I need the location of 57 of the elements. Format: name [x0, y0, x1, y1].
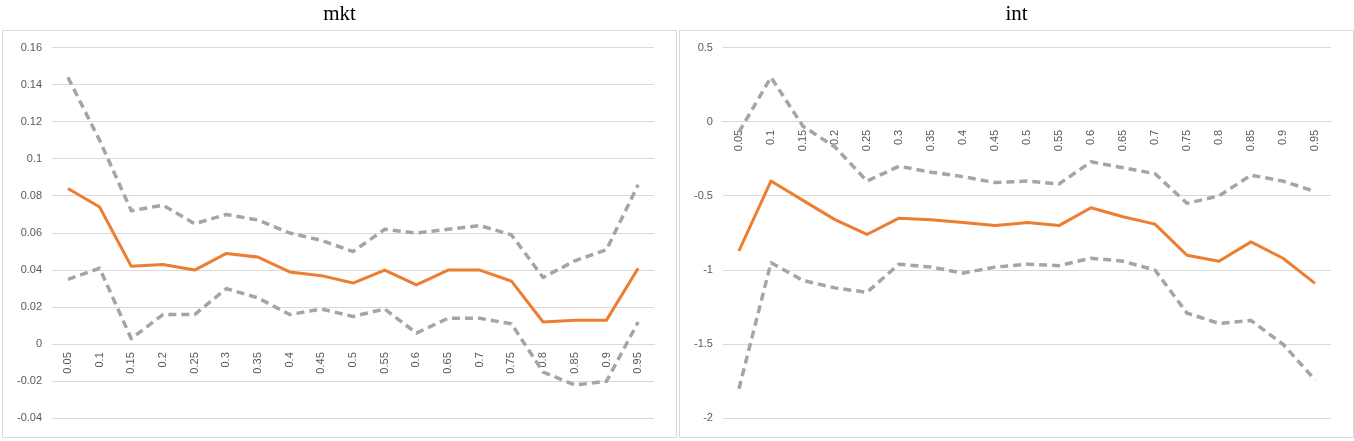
x-tick-label: 0.35	[924, 129, 936, 152]
y-tick-label: -0.02	[16, 374, 43, 387]
x-tick-label: 0.55	[377, 352, 390, 374]
y-tick-label: 0	[35, 337, 43, 350]
x-tick-label: 0.85	[567, 352, 580, 374]
y-tick-label: 0.08	[20, 188, 43, 201]
x-tick-label: 0.7	[472, 352, 485, 368]
x-tick-label: 0.1	[92, 352, 105, 368]
x-tick-label: 0.5	[1020, 129, 1033, 146]
x-tick-label: 0.45	[314, 352, 327, 374]
x-tick-label: 0.45	[988, 129, 1001, 152]
x-tick-label: 0.05	[731, 129, 744, 152]
x-tick-label: 0.6	[409, 352, 422, 368]
y-tick-label: -0.04	[16, 411, 43, 424]
x-tick-label: 0.9	[1276, 129, 1289, 146]
x-tick-label: 0.7	[1148, 129, 1161, 146]
y-tick-label: 0	[706, 114, 713, 127]
x-tick-label: 0.4	[282, 352, 295, 368]
y-tick-label: -0.5	[693, 188, 713, 201]
x-tick-label: 0.9	[599, 352, 612, 368]
chart-title: int	[1004, 0, 1029, 27]
x-tick-label: 0.75	[504, 352, 517, 374]
x-tick-label: 0.5	[346, 352, 359, 368]
y-tick-label: 0.1	[26, 151, 43, 164]
x-tick-label: 0.15	[795, 129, 808, 152]
line-series	[66, 75, 640, 280]
x-tick-label: 0.15	[124, 352, 137, 374]
y-tick-label: 0.04	[20, 263, 43, 276]
x-tick-label: 0.25	[187, 352, 200, 374]
x-tick-label: 0.2	[827, 129, 840, 146]
y-tick-label: -1	[703, 263, 713, 276]
x-tick-label: 0.3	[892, 129, 904, 146]
x-tick-label: 0.75	[1180, 129, 1193, 152]
x-tick-label: 0.1	[763, 129, 776, 146]
y-tick-label: -2	[703, 411, 713, 424]
x-tick-label: 0.95	[631, 352, 644, 374]
y-tick-label: -1.5	[693, 337, 713, 350]
y-tick-label: 0.5	[697, 40, 713, 53]
y-tick-label: 0.14	[20, 77, 43, 90]
x-tick-label: 0.85	[1244, 129, 1257, 152]
x-tick-label: 0.05	[60, 352, 73, 374]
x-tick-label: 0.65	[441, 352, 454, 374]
y-tick-label: 0.12	[20, 114, 43, 127]
x-tick-label: 0.25	[860, 129, 872, 152]
y-tick-label: 0.02	[20, 300, 43, 313]
chart-title: mkt	[322, 0, 357, 27]
x-tick-label: 0.3	[219, 352, 232, 368]
x-tick-label: 0.35	[251, 352, 264, 374]
x-tick-label: 0.2	[155, 352, 168, 368]
x-tick-label: 0.65	[1116, 129, 1129, 152]
y-tick-label: 0.16	[20, 40, 43, 53]
x-tick-label: 0.55	[1052, 129, 1065, 152]
y-tick-label: 0.06	[20, 226, 43, 239]
x-tick-label: 0.4	[956, 129, 968, 146]
x-tick-label: 0.6	[1084, 129, 1097, 146]
x-tick-label: 0.95	[1308, 129, 1321, 152]
x-tick-label: 0.8	[1212, 129, 1225, 146]
